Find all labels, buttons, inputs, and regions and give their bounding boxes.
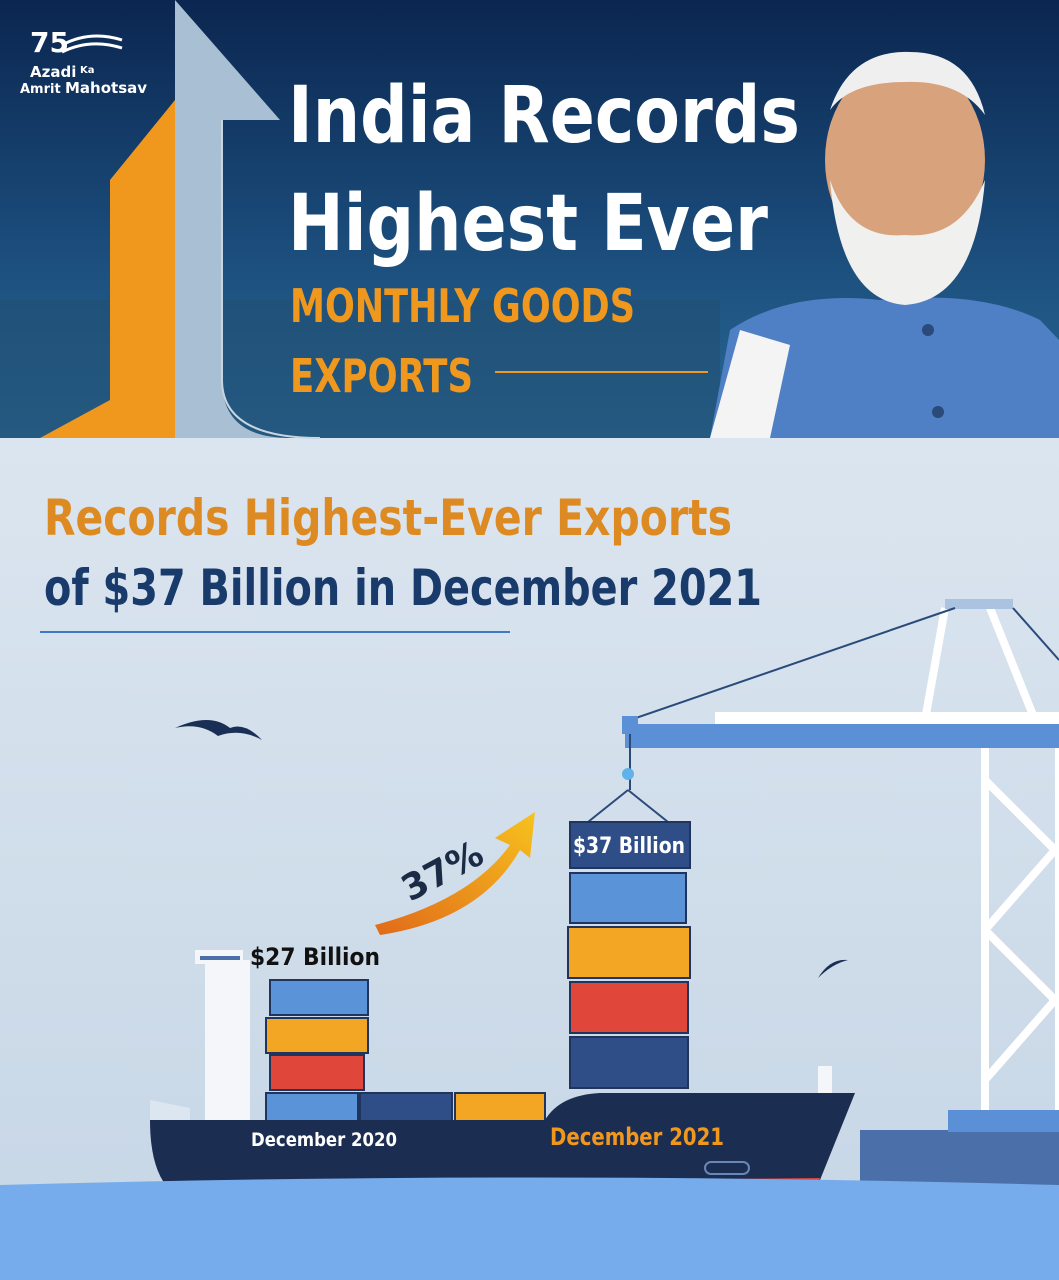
logo: 75 Azadi Ka Amrit Mahotsav bbox=[20, 26, 147, 97]
logo-text: Mahotsav bbox=[65, 79, 147, 97]
headline: of $37 Billion in December 2021 bbox=[44, 559, 762, 617]
logo-text: Amrit bbox=[20, 82, 61, 97]
banner-title: Highest Ever bbox=[288, 179, 768, 269]
banner-subtitle: MONTHLY GOODS bbox=[290, 279, 635, 333]
logo-number: 75 bbox=[30, 26, 69, 59]
containers bbox=[265, 821, 691, 1124]
headline: Records Highest-Ever Exports bbox=[44, 489, 732, 547]
period-label: December 2021 bbox=[550, 1123, 724, 1151]
banner-title: India Records bbox=[288, 71, 800, 161]
banner-subtitle: EXPORTS bbox=[290, 349, 473, 403]
banner bbox=[0, 0, 1059, 439]
crane bbox=[921, 606, 1059, 1110]
value-label: $37 Billion bbox=[573, 834, 685, 859]
logo-text: Azadi bbox=[30, 63, 76, 81]
logo-text: Ka bbox=[80, 65, 95, 76]
value-label: $27 Billion bbox=[250, 943, 380, 971]
sea bbox=[0, 1177, 1059, 1280]
period-label: December 2020 bbox=[251, 1129, 397, 1151]
